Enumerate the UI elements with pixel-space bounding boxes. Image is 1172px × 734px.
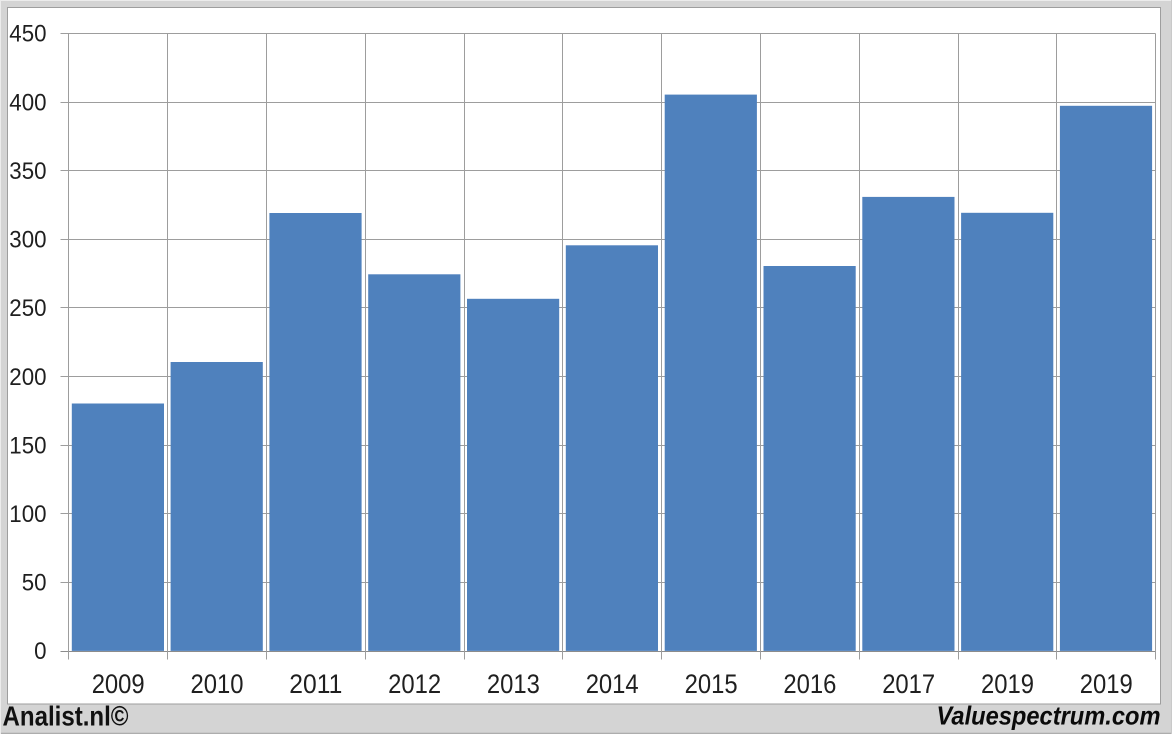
svg-text:2019: 2019: [1080, 669, 1133, 699]
svg-text:2014: 2014: [586, 669, 639, 699]
svg-text:2011: 2011: [289, 669, 342, 699]
svg-text:2019: 2019: [981, 669, 1034, 699]
svg-text:2015: 2015: [685, 669, 738, 699]
svg-text:300: 300: [9, 227, 46, 254]
svg-text:2010: 2010: [191, 669, 244, 699]
svg-text:400: 400: [9, 89, 46, 116]
svg-text:200: 200: [9, 364, 46, 391]
svg-text:100: 100: [9, 501, 46, 528]
svg-text:150: 150: [9, 432, 46, 459]
svg-text:2009: 2009: [92, 669, 145, 699]
svg-text:0: 0: [34, 638, 46, 665]
svg-text:250: 250: [9, 295, 46, 322]
svg-text:2012: 2012: [388, 669, 441, 699]
svg-text:50: 50: [22, 570, 47, 597]
svg-text:450: 450: [9, 21, 46, 48]
svg-text:2013: 2013: [487, 669, 540, 699]
svg-text:2017: 2017: [882, 669, 935, 699]
svg-text:Analist.nl©: Analist.nl©: [3, 701, 129, 732]
svg-text:Valuespectrum.com: Valuespectrum.com: [937, 701, 1161, 731]
svg-text:2016: 2016: [783, 669, 836, 699]
svg-text:350: 350: [9, 158, 46, 185]
